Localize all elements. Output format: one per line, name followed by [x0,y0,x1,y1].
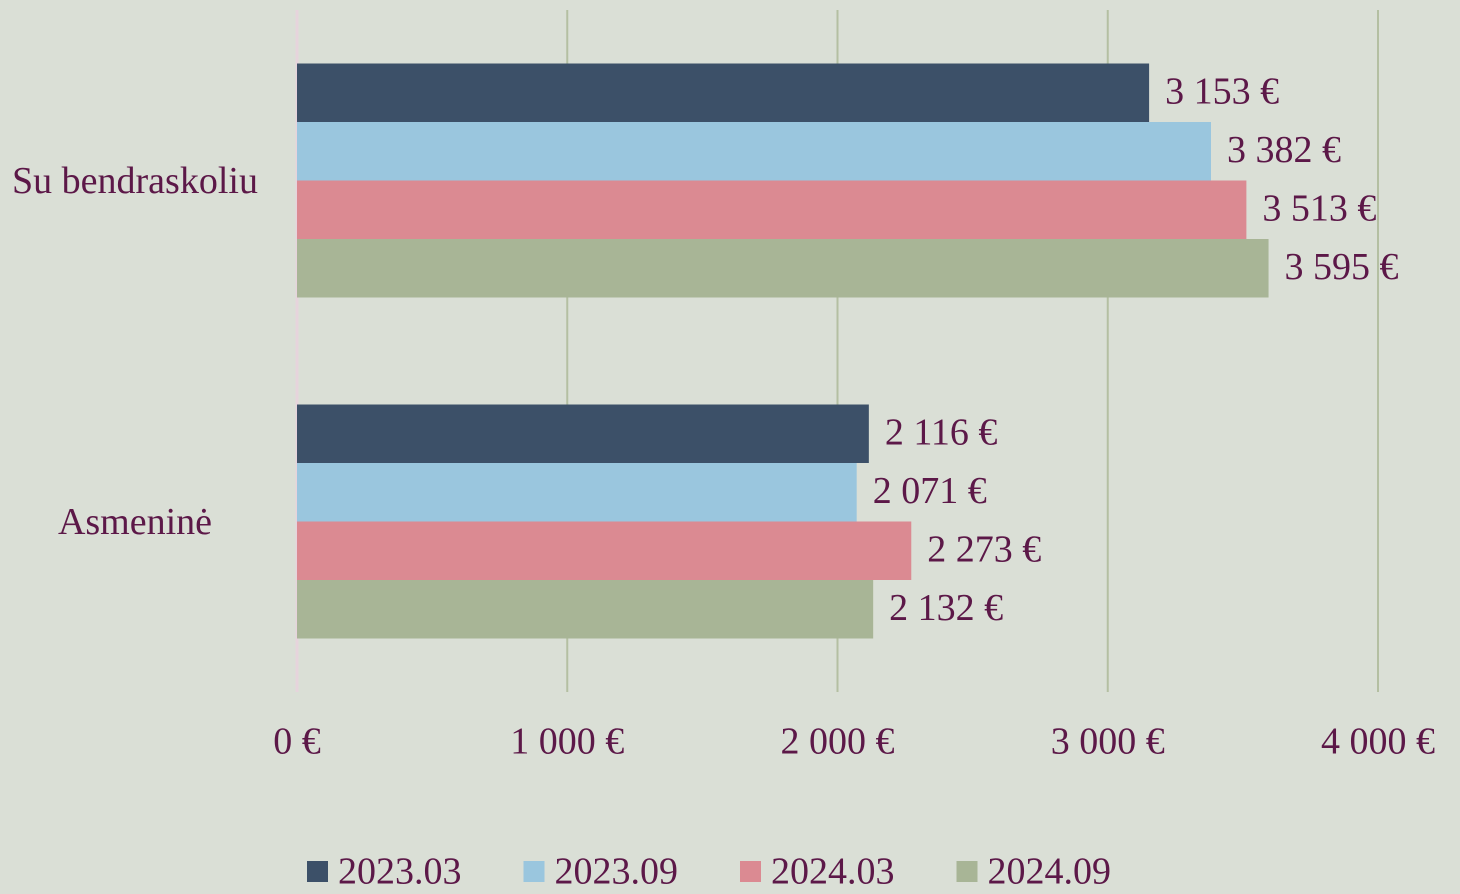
y-tick-label: Su bendraskoliu [12,159,258,202]
legend-label: 2024.09 [988,851,1112,893]
legend-label: 2024.03 [771,851,895,893]
legend-swatch [740,861,761,882]
bar [297,180,1247,239]
bar [297,404,869,463]
bar [297,63,1150,122]
bar [297,580,874,639]
y-tick-label: Asmeninė [57,500,213,543]
legend-label: 2023.03 [338,851,462,893]
x-tick-label: 2 000 € [781,721,895,763]
bar [297,122,1211,181]
bar [297,521,912,580]
legend-swatch [307,861,328,882]
x-tick-label: 4 000 € [1321,721,1435,763]
data-label: 3 595 € [1285,246,1399,288]
x-tick-label: 3 000 € [1051,721,1165,763]
data-label: 2 132 € [889,587,1003,629]
data-label: 3 513 € [1262,187,1376,229]
data-label: 2 071 € [873,470,987,512]
legend-swatch [956,861,978,882]
bar [297,463,857,522]
data-label: 3 153 € [1165,70,1279,112]
data-label: 2 116 € [885,411,998,453]
x-tick-label: 1 000 € [510,721,624,763]
legend-label: 2023.09 [555,851,679,893]
bar [297,239,1269,298]
legend-swatch [523,861,545,882]
data-label: 3 382 € [1227,129,1341,171]
data-label: 2 273 € [927,528,1041,570]
x-tick-label: 0 € [273,721,321,763]
